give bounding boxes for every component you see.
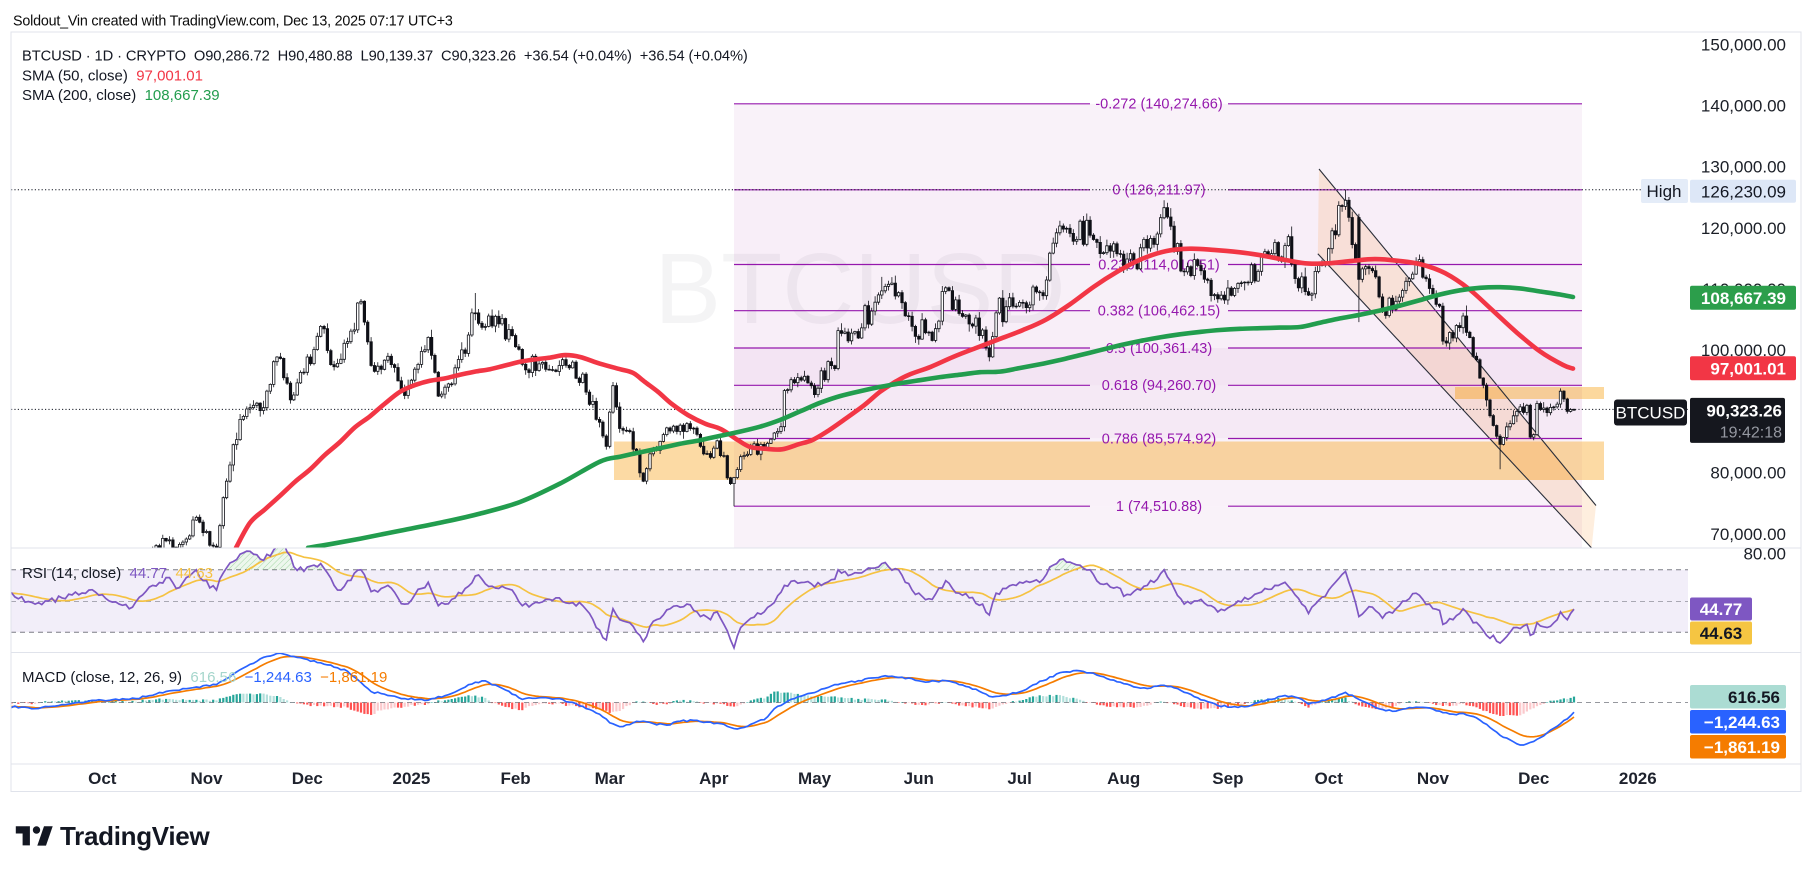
svg-text:2026: 2026 xyxy=(1619,769,1657,788)
svg-text:Mar: Mar xyxy=(595,769,626,788)
svg-text:80.00: 80.00 xyxy=(1743,545,1786,564)
svg-text:100,000.00: 100,000.00 xyxy=(1701,341,1786,360)
svg-text:0.382 (106,462.15): 0.382 (106,462.15) xyxy=(1098,304,1221,320)
svg-text:2025: 2025 xyxy=(392,769,430,788)
svg-text:150,000.00: 150,000.00 xyxy=(1701,35,1786,54)
svg-text:Jun: Jun xyxy=(904,769,934,788)
svg-text:Nov: Nov xyxy=(190,769,223,788)
svg-text:Oct: Oct xyxy=(1315,769,1344,788)
svg-text:Nov: Nov xyxy=(1417,769,1450,788)
svg-text:SMA (50, close) 97,001.01: SMA (50, close) 97,001.01 xyxy=(22,68,203,85)
svg-text:140,000.00: 140,000.00 xyxy=(1701,97,1786,116)
svg-text:Soldout_Vin created with Tradi: Soldout_Vin created with TradingView.com… xyxy=(13,14,453,30)
svg-text:Dec: Dec xyxy=(1518,769,1549,788)
svg-text:Jul: Jul xyxy=(1007,769,1032,788)
svg-text:0 (126,211.97): 0 (126,211.97) xyxy=(1112,183,1205,199)
svg-text:High: High xyxy=(1647,182,1682,201)
svg-text:Aug: Aug xyxy=(1107,769,1140,788)
svg-text:44.77: 44.77 xyxy=(1700,600,1743,619)
svg-text:130,000.00: 130,000.00 xyxy=(1701,158,1786,177)
svg-text:TradingView: TradingView xyxy=(60,821,210,851)
svg-text:SMA (200, close) 108,667.39: SMA (200, close) 108,667.39 xyxy=(22,87,220,104)
svg-text:−1,861.19: −1,861.19 xyxy=(1704,738,1780,757)
svg-text:MACD (close, 12, 26, 9) 616.5: MACD (close, 12, 26, 9) 616.56 −1,244.63… xyxy=(22,669,387,686)
svg-text:19:42:18: 19:42:18 xyxy=(1720,424,1782,441)
svg-text:80,000.00: 80,000.00 xyxy=(1710,464,1786,483)
svg-text:1 (74,510.88): 1 (74,510.88) xyxy=(1116,499,1202,515)
svg-text:616.56: 616.56 xyxy=(1728,688,1780,707)
svg-text:126,230.09: 126,230.09 xyxy=(1701,182,1786,201)
svg-text:-0.272 (140,274.66): -0.272 (140,274.66) xyxy=(1095,97,1222,113)
svg-text:BTCUSD: BTCUSD xyxy=(1616,403,1686,422)
svg-text:120,000.00: 120,000.00 xyxy=(1701,219,1786,238)
svg-text:Oct: Oct xyxy=(88,769,117,788)
svg-text:Dec: Dec xyxy=(292,769,323,788)
svg-text:Feb: Feb xyxy=(500,769,530,788)
svg-text:Apr: Apr xyxy=(699,769,729,788)
svg-text:May: May xyxy=(798,769,832,788)
svg-text:−1,244.63: −1,244.63 xyxy=(1704,713,1780,732)
svg-text:Sep: Sep xyxy=(1212,769,1243,788)
svg-text:44.63: 44.63 xyxy=(1700,624,1743,643)
svg-text:97,001.01: 97,001.01 xyxy=(1710,359,1786,378)
svg-text:BTCUSD · 1D · CRYPTO O90,286.: BTCUSD · 1D · CRYPTO O90,286.72 H90,480.… xyxy=(22,48,748,64)
svg-text:0.786 (85,574.92): 0.786 (85,574.92) xyxy=(1102,431,1216,447)
svg-text:RSI (14, close) 44.77 44.63: RSI (14, close) 44.77 44.63 xyxy=(22,565,213,582)
svg-text:70,000.00: 70,000.00 xyxy=(1710,525,1786,544)
svg-text:90,323.26: 90,323.26 xyxy=(1706,401,1782,420)
svg-text:108,667.39: 108,667.39 xyxy=(1701,289,1786,308)
svg-text:0.618 (94,260.70): 0.618 (94,260.70) xyxy=(1102,378,1216,394)
